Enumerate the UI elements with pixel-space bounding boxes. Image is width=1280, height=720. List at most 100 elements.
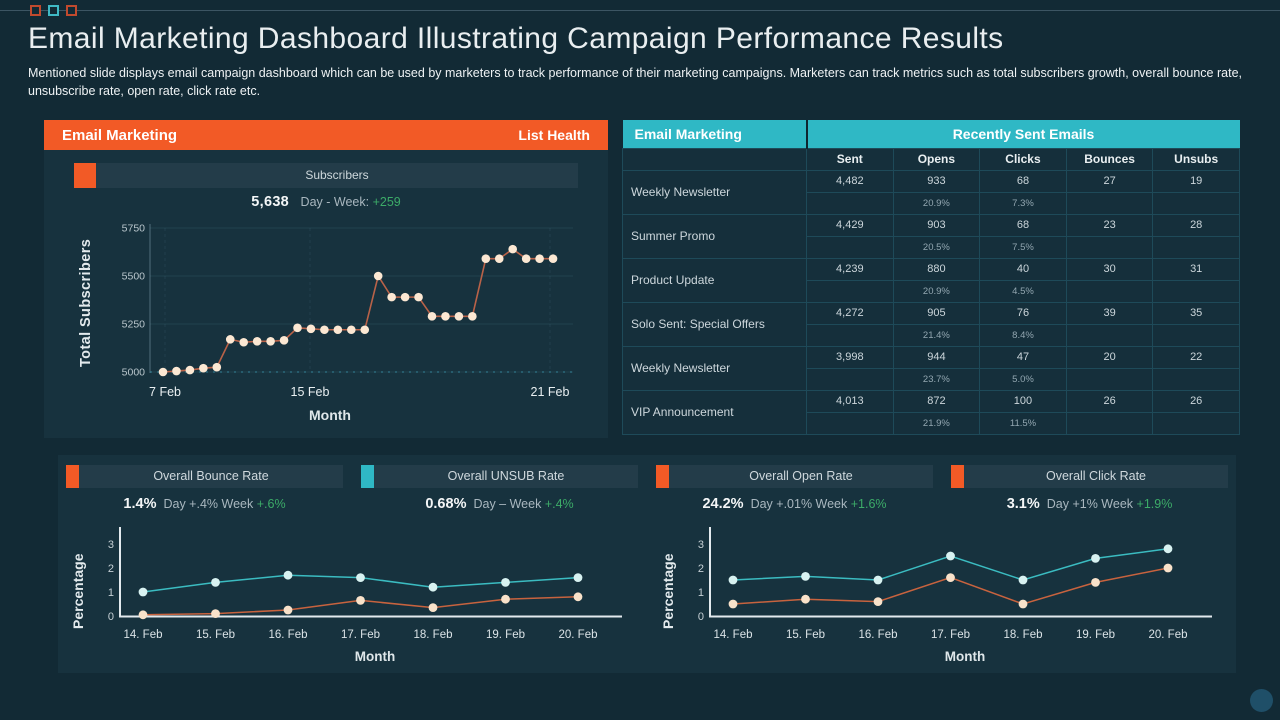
metric-card-open-rate: Overall Open Rate 24.2% Day +.01% Week +1… <box>656 465 933 512</box>
svg-text:15. Feb: 15. Feb <box>786 629 825 641</box>
svg-text:5750: 5750 <box>122 223 146 235</box>
svg-text:17. Feb: 17. Feb <box>341 629 380 641</box>
accent-square-icon <box>66 465 79 488</box>
cell-opens: 903 <box>892 213 981 237</box>
accent-square-icon <box>951 465 964 488</box>
square-icon <box>66 5 77 16</box>
cell-bounces: 20 <box>1065 345 1154 369</box>
svg-text:20. Feb: 20. Feb <box>559 629 598 641</box>
table-banner-left: Email Marketing <box>622 120 808 148</box>
y-axis-label-total-subscribers: Total Subscribers <box>78 238 94 368</box>
campaign-name: Summer Promo <box>622 213 807 259</box>
cell-opens: 905 <box>892 301 981 325</box>
cell-unsubs: 26 <box>1152 389 1240 413</box>
metric-label: Overall Bounce Rate <box>79 465 343 488</box>
svg-text:19. Feb: 19. Feb <box>486 629 525 641</box>
metric-card-click-rate: Overall Click Rate 3.1% Day +1% Week +1.9… <box>951 465 1228 512</box>
svg-text:0: 0 <box>698 611 704 623</box>
svg-text:1: 1 <box>108 587 114 599</box>
cell-bounces: 26 <box>1065 389 1154 413</box>
cell-empty <box>1152 411 1240 435</box>
table-banner-right: Recently Sent Emails <box>806 120 1240 148</box>
cell-bounces: 30 <box>1065 257 1154 281</box>
metric-delta-green: +.4% <box>544 497 574 511</box>
cell-sent: 4,272 <box>806 301 894 325</box>
cell-open-rate: 20.5% <box>892 235 981 259</box>
accent-square-icon <box>361 465 374 488</box>
cell-clicks: 68 <box>979 213 1067 237</box>
cell-empty <box>1065 191 1154 215</box>
cell-clicks: 47 <box>979 345 1067 369</box>
svg-text:21 Feb: 21 Feb <box>531 385 570 399</box>
cell-open-rate: 20.9% <box>892 279 981 303</box>
cell-unsubs: 28 <box>1152 213 1240 237</box>
cell-bounces: 27 <box>1065 169 1154 193</box>
campaign-row: Weekly Newsletter 4,482 933 68 27 19 <box>622 169 1240 215</box>
svg-text:Month: Month <box>309 407 351 423</box>
cell-unsubs: 19 <box>1152 169 1240 193</box>
svg-text:5500: 5500 <box>122 271 146 283</box>
metric-delta-green: +1.6% <box>850 497 887 511</box>
metric-card-bounce-rate: Overall Bounce Rate 1.4% Day +.4% Week +.… <box>66 465 343 512</box>
cell-sent: 4,429 <box>806 213 894 237</box>
svg-text:3: 3 <box>108 539 114 551</box>
subscribers-stats: 5,638 Day - Week: +259 <box>44 194 608 210</box>
cell-click-rate: 5.0% <box>979 367 1067 391</box>
campaign-name: Weekly Newsletter <box>622 345 807 391</box>
svg-text:18. Feb: 18. Feb <box>1004 629 1043 641</box>
subscribers-panel-header: Email Marketing List Health <box>44 120 608 150</box>
svg-text:5250: 5250 <box>122 319 146 331</box>
campaign-row: VIP Announcement 4,013 872 100 26 26 <box>622 389 1240 435</box>
cell-empty <box>806 367 894 391</box>
cell-clicks: 100 <box>979 389 1067 413</box>
cell-empty <box>806 191 894 215</box>
svg-text:17. Feb: 17. Feb <box>931 629 970 641</box>
campaign-rates-row: 21.9% 11.5% <box>623 411 1240 435</box>
cell-empty <box>1152 323 1240 347</box>
svg-text:7 Feb: 7 Feb <box>149 385 181 399</box>
cell-empty <box>1065 235 1154 259</box>
metric-delta: Day – Week <box>473 497 542 511</box>
cell-sent: 4,239 <box>806 257 894 281</box>
metric-value: 1.4% <box>123 496 157 512</box>
svg-text:0: 0 <box>108 611 114 623</box>
cell-opens: 880 <box>892 257 981 281</box>
metric-value: 0.68% <box>425 496 467 512</box>
svg-text:16. Feb: 16. Feb <box>269 629 308 641</box>
svg-text:Month: Month <box>355 649 395 664</box>
metric-card-unsub-rate: Overall UNSUB Rate 0.68% Day – Week +.4% <box>361 465 638 512</box>
subscribers-section-bar: Subscribers <box>74 163 578 188</box>
page-title: Email Marketing Dashboard Illustrating C… <box>28 22 1004 55</box>
svg-text:14. Feb: 14. Feb <box>714 629 753 641</box>
metric-value: 24.2% <box>702 496 744 512</box>
subscribers-delta-value: +259 <box>372 195 401 209</box>
cell-click-rate: 7.5% <box>979 235 1067 259</box>
campaign-rates-row: 21.4% 8.4% <box>623 323 1240 347</box>
column-header: Unsubs <box>1152 147 1240 171</box>
campaign-name: Weekly Newsletter <box>622 169 807 215</box>
metric-label: Overall Click Rate <box>964 465 1228 488</box>
column-header: Clicks <box>979 147 1067 171</box>
cell-empty <box>1152 367 1240 391</box>
svg-text:Month: Month <box>945 649 985 664</box>
cell-open-rate: 20.9% <box>892 191 981 215</box>
y-axis-label-percentage: Percentage <box>70 553 86 629</box>
cell-click-rate: 7.3% <box>979 191 1067 215</box>
column-header: Bounces <box>1065 147 1154 171</box>
panel-header-left-label: Email Marketing <box>62 126 178 144</box>
corner-circle-decoration <box>1250 689 1273 712</box>
accent-square-icon <box>656 465 669 488</box>
campaign-rates-row: 20.5% 7.5% <box>623 235 1240 259</box>
cell-empty <box>806 323 894 347</box>
cell-clicks: 76 <box>979 301 1067 325</box>
campaign-rates-row: 20.9% 4.5% <box>623 279 1240 303</box>
cell-bounces: 39 <box>1065 301 1154 325</box>
metrics-row: Overall Bounce Rate 1.4% Day +.4% Week +.… <box>58 455 1236 512</box>
cell-sent: 3,998 <box>806 345 894 369</box>
metric-label: Overall Open Rate <box>669 465 933 488</box>
cell-empty <box>1065 323 1154 347</box>
column-header: Opens <box>892 147 981 171</box>
bounce-unsub-chart-block: Percentage 0 1 2 3 14. Feb 15. Feb 16. Feb 17. … <box>70 515 636 670</box>
cell-empty <box>806 279 894 303</box>
campaign-rates-row: 23.7% 5.0% <box>623 367 1240 391</box>
